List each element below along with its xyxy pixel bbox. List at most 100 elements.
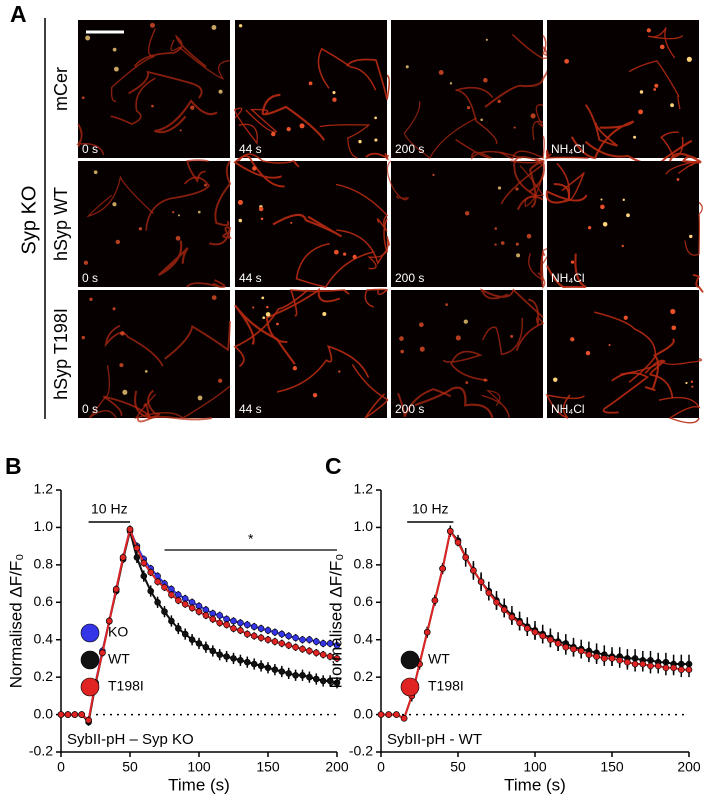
legend-label: WT [428,651,450,667]
bouton [530,113,536,119]
micrograph [545,152,704,293]
neurite [164,321,231,360]
neurite [647,27,684,59]
time-label: 0 s [82,271,98,285]
bouton [81,335,85,340]
y-tick-label: 0.8 [354,556,374,572]
time-label: 44 s [239,402,262,416]
neurite [500,157,546,205]
x-tick-label: 100 [187,759,211,775]
data-point [106,617,113,625]
bouton [138,227,143,231]
bouton [646,28,651,33]
bouton [252,166,257,171]
bouton [553,377,558,382]
data-point [326,653,334,660]
neurite [272,213,343,238]
neurite [628,60,681,110]
bouton [686,56,692,62]
bouton [374,116,377,120]
data-point [237,656,244,664]
bouton [419,346,425,352]
micrograph [233,287,389,419]
neurite [482,317,523,356]
legend-marker [80,650,100,670]
neurite [364,288,388,308]
data-point [393,711,400,718]
legend-label: T198I [108,678,144,694]
neurite [570,120,635,160]
data-point [250,632,258,640]
bouton [172,210,175,214]
row-label: hSyp T198I [51,308,71,400]
data-point [264,636,272,644]
neurite [234,304,296,365]
bouton [587,226,592,230]
bouton [119,363,124,368]
data-point [508,613,516,621]
neurite [186,159,209,184]
neurite [403,101,477,159]
x-tick-label: 100 [523,759,547,775]
micrograph-bg [547,161,699,287]
data-point [312,638,320,645]
bouton [585,350,591,356]
neurite [170,39,231,80]
data-point [71,711,79,718]
data-point [202,643,210,651]
chart-subtitle: SybII-pH - WT [387,731,482,748]
bouton [432,173,435,177]
data-point [216,612,223,619]
bouton [445,303,448,306]
data-point [99,649,106,657]
micrograph [234,20,391,161]
micrograph [545,20,699,166]
bouton [175,235,181,241]
neurite [499,135,545,160]
data-point [600,655,608,662]
y-tick-label: 0.8 [34,556,54,572]
panel-label: B [5,453,22,479]
neurite [481,389,510,419]
bouton [480,118,483,121]
neurite [351,364,389,419]
micrograph [233,153,390,288]
bouton [602,221,608,227]
neurite [317,47,377,91]
bouton [179,129,182,132]
time-label: NH₄Cl [551,402,585,416]
data-point [562,643,570,651]
neurite [644,359,674,399]
bouton [218,378,223,383]
neurite [319,124,371,159]
legend-label: WT [108,651,130,667]
micrograph [386,156,551,289]
neurite [128,70,203,99]
micrograph-bg [235,161,387,287]
neurite [158,240,189,276]
neurite [668,152,702,164]
bouton [570,260,575,264]
y-tick-label: -0.2 [29,743,53,759]
micrograph [391,288,545,419]
bouton [691,385,694,388]
bouton [151,104,154,108]
neurite [365,152,389,161]
bouton [266,305,269,309]
data-point [377,711,385,718]
row-label: hSyp WT [51,187,71,261]
y-tick-label: 1.0 [34,518,54,534]
data-point [662,664,670,672]
data-point [147,587,154,595]
bouton [286,127,291,132]
bouton [374,138,378,142]
data-point [493,598,500,606]
y-tick-label: 0.0 [34,705,54,721]
data-point [326,677,334,685]
legend-marker [400,677,420,697]
legend-marker [80,623,100,643]
bouton [308,81,313,86]
data-point [126,525,134,533]
bouton [204,183,207,187]
